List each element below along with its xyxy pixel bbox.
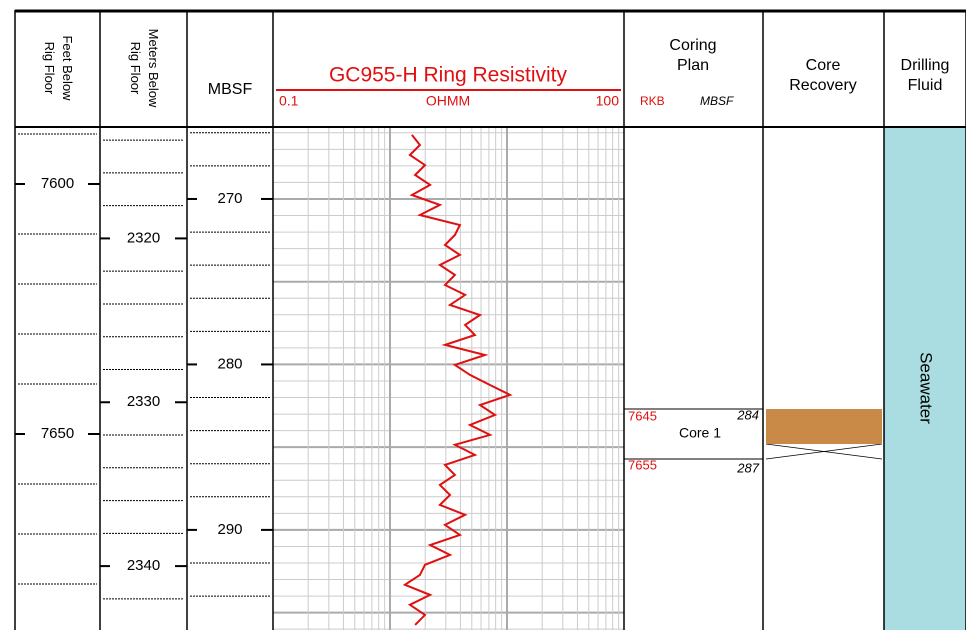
recovered-core xyxy=(766,409,882,444)
track-title: Plan xyxy=(677,57,709,74)
track-title: Recovery xyxy=(789,77,857,94)
depth-label: 7655 xyxy=(628,457,657,472)
unit-label: MBSF xyxy=(700,94,734,108)
track-title: MBSF xyxy=(208,81,253,98)
tick-label: 270 xyxy=(217,190,242,207)
depth-label: 284 xyxy=(736,407,759,422)
track-title: Feet Below xyxy=(60,35,75,101)
track-title: Core xyxy=(806,57,841,74)
fluid-name: Seawater xyxy=(917,352,936,424)
core-name: Core 1 xyxy=(679,425,721,441)
tick-label: 290 xyxy=(217,521,242,538)
tick-label: 2340 xyxy=(127,557,160,574)
x-tick-label: 100 xyxy=(596,93,620,109)
tick-label: 2320 xyxy=(127,229,160,246)
depth-label: 7645 xyxy=(628,408,657,423)
track-title: Fluid xyxy=(908,77,943,94)
track-title: Meters Below xyxy=(146,29,161,108)
resistivity-curve xyxy=(402,134,513,626)
x-axis-label: OHMM xyxy=(426,93,470,109)
tick-label: 7650 xyxy=(41,425,74,442)
track-title: Coring xyxy=(669,37,716,54)
tick-label: 7600 xyxy=(41,175,74,192)
tick-label: 2330 xyxy=(127,393,160,410)
x-tick-label: 0.1 xyxy=(279,93,299,109)
chart-title: GC955-H Ring Resistivity xyxy=(329,64,568,87)
track-title: Rig Floor xyxy=(128,42,143,95)
track-title: Rig Floor xyxy=(42,42,57,95)
tick-label: 280 xyxy=(217,355,242,372)
unit-label: RKB xyxy=(640,94,665,108)
fluid-fill xyxy=(884,127,966,630)
depth-label: 287 xyxy=(736,460,759,475)
track-title: Drilling xyxy=(901,57,950,74)
unrecovered xyxy=(765,443,883,460)
